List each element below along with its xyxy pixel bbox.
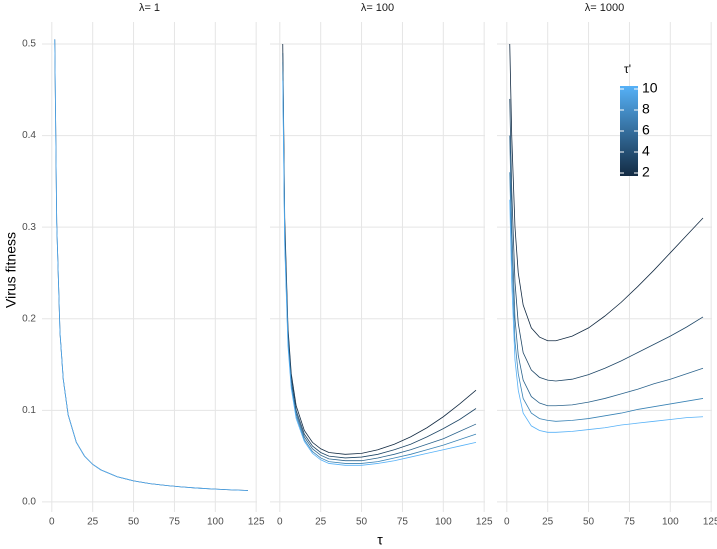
y-tick-label: 0.1 [22, 405, 36, 416]
series-line [54, 39, 249, 491]
x-tick-label: 50 [356, 517, 368, 528]
x-tick-label: 75 [624, 517, 636, 528]
y-tick-label: 0.5 [22, 39, 36, 50]
x-tick-label: 25 [542, 517, 554, 528]
y-axis-label: Virus fitness [3, 232, 19, 308]
x-tick-label: 125 [476, 517, 493, 528]
panel-title: λ= 1000 [585, 2, 624, 14]
y-tick-label: 0.4 [22, 130, 36, 141]
legend-label: 4 [642, 143, 650, 159]
colorbar [620, 86, 638, 176]
legend-label: 2 [642, 164, 650, 180]
series-line [282, 43, 477, 455]
x-tick-label: 25 [87, 517, 99, 528]
x-tick-label: 0 [277, 517, 283, 528]
series-line [509, 43, 704, 342]
series-line [54, 39, 249, 491]
legend-label: 6 [642, 122, 650, 138]
series-line [509, 199, 704, 433]
series-line [509, 172, 704, 422]
x-tick-label: 100 [435, 517, 452, 528]
x-tick-label: 75 [169, 517, 181, 528]
series-line [282, 71, 477, 464]
series-line [282, 62, 477, 462]
y-tick-label: 0.0 [22, 497, 36, 508]
x-tick-label: 50 [128, 517, 140, 528]
panel-title: λ= 100 [361, 2, 394, 14]
legend-label: 8 [642, 101, 650, 117]
series-line [282, 80, 477, 466]
x-tick-label: 50 [583, 517, 595, 528]
x-tick-label: 75 [397, 517, 409, 528]
x-axis-label: τ [377, 532, 383, 548]
y-tick-label: 0.3 [22, 222, 36, 233]
x-tick-label: 25 [315, 517, 327, 528]
y-tick-label: 0.2 [22, 313, 36, 324]
series-line [282, 53, 477, 459]
series-line [509, 135, 704, 407]
x-tick-label: 0 [49, 517, 55, 528]
x-tick-label: 125 [248, 517, 265, 528]
series-line [509, 98, 704, 382]
x-tick-label: 0 [504, 517, 510, 528]
legend-title: τ' [624, 62, 631, 76]
panel-title: λ= 1 [139, 2, 160, 14]
x-tick-label: 125 [703, 517, 717, 528]
x-tick-label: 100 [207, 517, 224, 528]
legend-label: 10 [642, 80, 658, 96]
x-tick-label: 100 [662, 517, 679, 528]
